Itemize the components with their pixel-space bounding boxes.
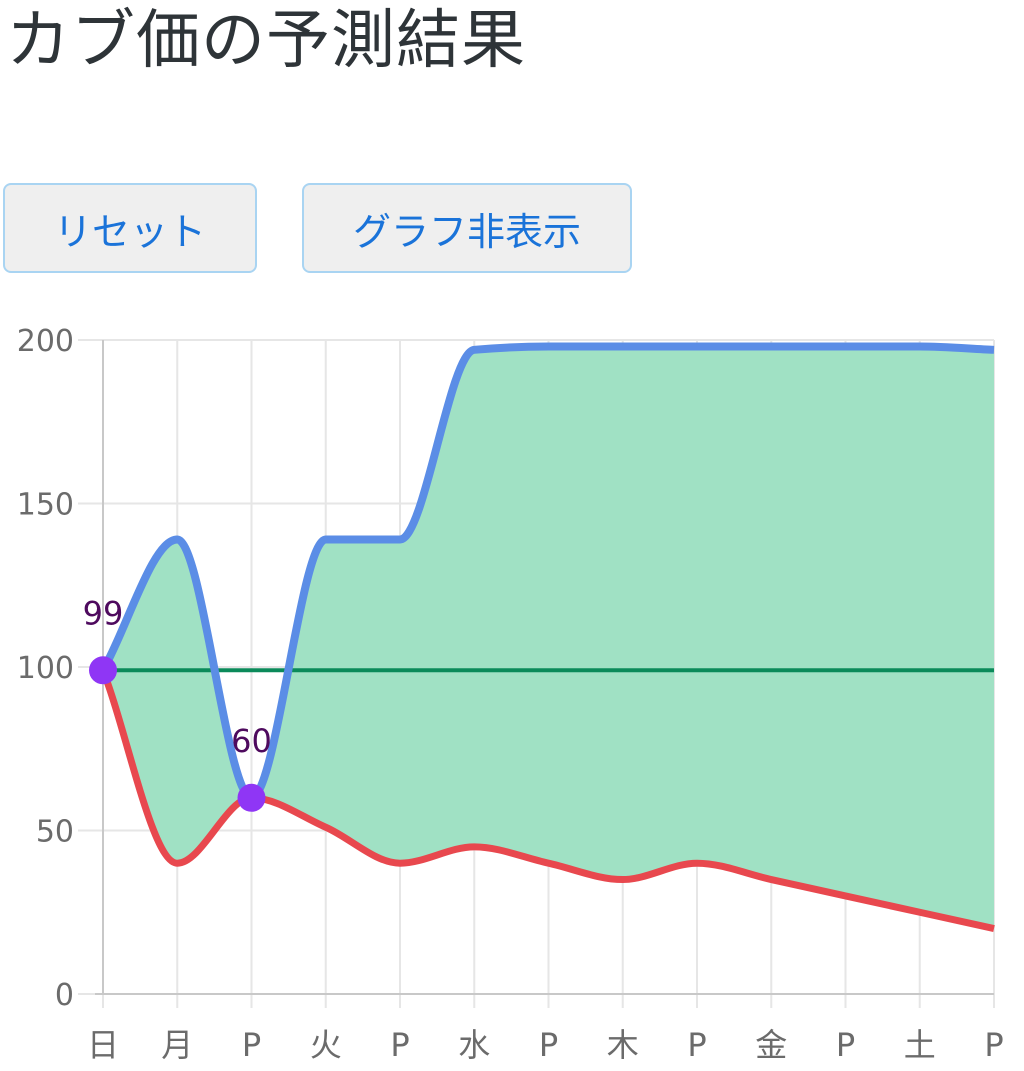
x-tick-label: P — [242, 1026, 261, 1064]
x-tick-label: 水 — [458, 1026, 490, 1064]
price-range-band — [103, 346, 994, 929]
axes: 0 50 100 150 200 日 月 P 火 P 水 P 木 P 金 P 土 P — [17, 324, 1004, 1064]
min-price-line — [99, 669, 995, 933]
x-tick-label: P — [390, 1026, 409, 1064]
range-band-area — [103, 346, 994, 929]
x-tick-label: 火 — [310, 1026, 342, 1064]
x-tick-label: P — [687, 1026, 706, 1064]
reset-button[interactable]: リセット — [3, 183, 257, 273]
point-value-label: 60 — [231, 722, 272, 760]
x-tick-label: P — [836, 1026, 855, 1064]
price-forecast-chart: 0 50 100 150 200 日 月 P 火 P 水 P 木 P 金 P 土 P 99 60 — [17, 324, 1004, 1064]
point-value-label: 99 — [83, 594, 124, 632]
x-tick-label: P — [539, 1026, 558, 1064]
y-tick-label: 200 — [17, 324, 74, 359]
y-tick-label: 50 — [36, 815, 74, 850]
y-tick-label: 100 — [17, 651, 74, 686]
x-tick-label: 金 — [755, 1026, 787, 1064]
hide-graph-button[interactable]: グラフ非表示 — [302, 183, 632, 273]
x-tick-label: 日 — [87, 1026, 119, 1064]
x-tick-label: P — [984, 1026, 1003, 1064]
known-price-point — [237, 783, 266, 812]
y-tick-label: 150 — [17, 488, 74, 523]
known-price-point — [89, 656, 117, 685]
y-tick-label: 0 — [55, 978, 74, 1013]
x-tick-label: 土 — [904, 1026, 936, 1064]
x-tick-label: 月 — [161, 1026, 193, 1064]
x-tick-label: 木 — [607, 1026, 639, 1064]
max-price-line — [99, 342, 995, 802]
known-price-points: 99 60 — [83, 594, 272, 812]
series-lines — [99, 342, 995, 933]
page-title: カブ価の予測結果 — [6, 4, 526, 78]
